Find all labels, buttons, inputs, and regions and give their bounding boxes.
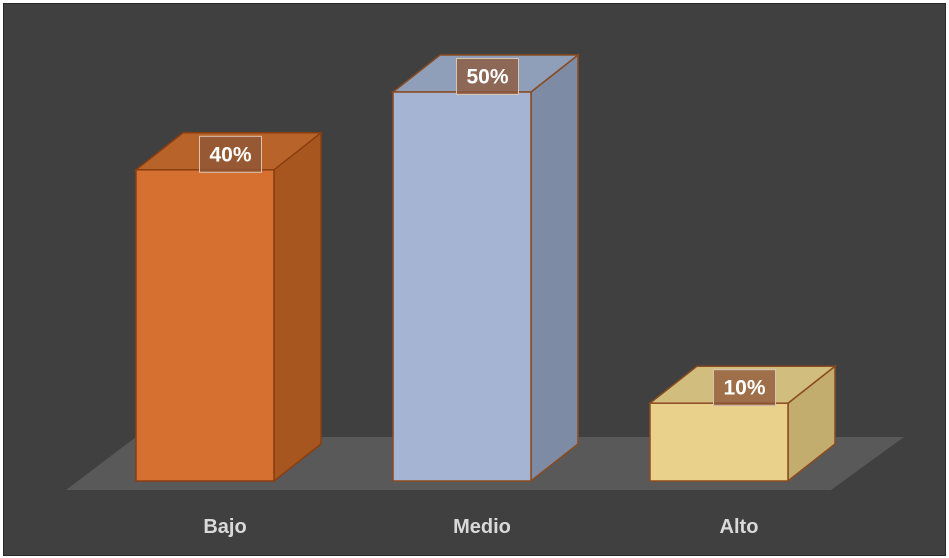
category-label-medio: Medio	[453, 516, 511, 538]
data-labels-layer: 40% 50% 10%	[199, 58, 776, 407]
bar-front-face	[392, 91, 532, 482]
bar-side-face	[530, 53, 579, 483]
data-label-box	[199, 135, 262, 173]
data-label-bajo: 40%	[199, 135, 262, 173]
chart-frame: 40% 50% 10% Bajo Medio Alto	[3, 3, 946, 556]
category-axis: Bajo Medio Alto	[203, 516, 758, 538]
data-label-text: 50%	[466, 66, 508, 89]
category-label-alto: Alto	[720, 516, 759, 538]
bar-chart: 40% 50% 10% Bajo Medio Alto	[66, 53, 904, 538]
data-label-medio: 50%	[456, 58, 519, 95]
category-label-bajo: Bajo	[203, 516, 246, 538]
data-label-alto: 10%	[713, 369, 776, 407]
bar-bajo	[133, 131, 324, 483]
data-label-box	[713, 369, 776, 407]
bar-front-face	[135, 169, 275, 482]
data-label-text: 10%	[723, 377, 765, 400]
bar-side-face	[273, 131, 322, 483]
bar-medio	[390, 53, 581, 483]
bars-layer	[133, 53, 838, 483]
data-label-box	[456, 58, 519, 95]
bar-front-face	[649, 402, 789, 482]
data-label-text: 40%	[209, 143, 251, 166]
